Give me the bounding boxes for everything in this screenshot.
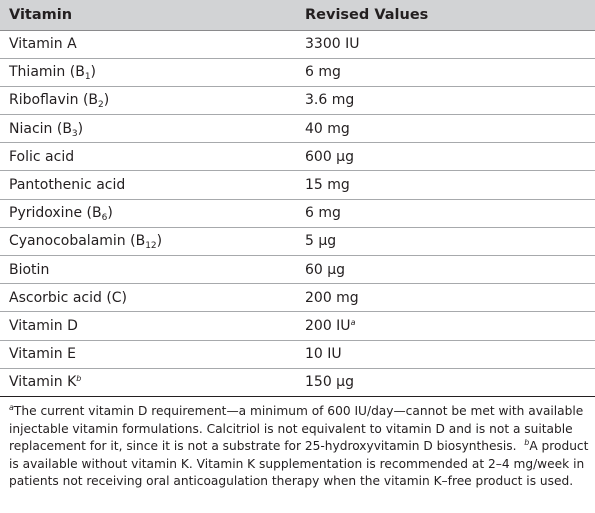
vitamin-table: Vitamin Revised Values Vitamin A 3300 IU T… <box>0 0 595 397</box>
vitamin-name-cell: Pantothenic acid <box>0 170 295 200</box>
vitamin-name-suffix: ) <box>103 92 110 109</box>
footnote-text: aThe current vitamin D requirement—a min… <box>9 403 589 491</box>
footnote-reference: b <box>76 374 82 384</box>
vitamin-name: Ascorbic acid (C) <box>9 289 128 306</box>
vitamin-name-cell: Vitamin A <box>0 30 295 59</box>
revised-value: 600 µg <box>305 148 354 165</box>
footnote-b-text: A product is available without vitamin K… <box>9 439 589 488</box>
footnote-a-mark: a <box>9 403 14 412</box>
revised-value-cell: 150 µg <box>295 368 595 397</box>
revised-value: 60 µg <box>305 261 346 278</box>
table-row: Vitamin Kb 150 µg <box>0 368 595 397</box>
table-row: Riboflavin (B2) 3.6 mg <box>0 86 595 116</box>
vitamin-name: Vitamin E <box>9 346 76 363</box>
table-row: Vitamin E 10 IU <box>0 340 595 369</box>
table-row: Vitamin D 200 IUa <box>0 311 595 341</box>
revised-value-cell: 60 µg <box>295 255 595 285</box>
table-row: Pyridoxine (B6) 6 mg <box>0 199 595 228</box>
vitamin-name-cell: Vitamin D <box>0 311 295 341</box>
vitamin-name: Vitamin K <box>9 374 77 391</box>
revised-value-cell: 6 mg <box>295 58 595 87</box>
vitamin-name-cell: Riboflavin (B2) <box>0 86 295 116</box>
vitamin-name: Cyanocobalamin (B <box>9 233 146 250</box>
revised-value-cell: 5 µg <box>295 227 595 257</box>
table-body: Vitamin A 3300 IU Thiamin (B1) 6 mg Riboflav… <box>0 30 595 397</box>
vitamin-name: Riboflavin (B <box>9 92 99 109</box>
vitamin-name-suffix: ) <box>156 233 163 250</box>
vitamin-subscript: 3 <box>71 128 78 139</box>
table-footnotes: aThe current vitamin D requirement—a min… <box>9 403 589 491</box>
table-row: Folic acid 600 µg <box>0 142 595 172</box>
revised-value: 200 mg <box>305 289 359 306</box>
revised-value: 5 µg <box>305 233 337 250</box>
vitamin-subscript: 12 <box>145 241 157 252</box>
vitamin-name-cell: Cyanocobalamin (B12) <box>0 227 295 257</box>
table-row: Cyanocobalamin (B12) 5 µg <box>0 227 595 257</box>
revised-value: 15 mg <box>305 177 350 194</box>
revised-value: 3.6 mg <box>305 92 355 109</box>
vitamin-subscript: 2 <box>98 100 104 111</box>
revised-value: 10 IU <box>305 346 342 363</box>
vitamin-name-cell: Biotin <box>0 255 295 285</box>
revised-value-cell: 3.6 mg <box>295 86 595 116</box>
revised-value: 150 µg <box>305 374 354 391</box>
table-header-row: Vitamin Revised Values <box>0 0 595 31</box>
vitamin-name-cell: Vitamin Kb <box>0 368 295 397</box>
revised-value: 6 mg <box>305 64 341 81</box>
table-row: Ascorbic acid (C) 200 mg <box>0 283 595 313</box>
table-row: Vitamin A 3300 IU <box>0 30 595 59</box>
vitamin-name: Pantothenic acid <box>9 177 126 194</box>
table-row: Niacin (B3) 40 mg <box>0 114 595 144</box>
footnote-reference: a <box>350 317 356 327</box>
footnote-b-mark: b <box>524 438 530 447</box>
revised-value-cell: 200 mg <box>295 283 595 313</box>
table-row: Biotin 60 µg <box>0 255 595 285</box>
revised-value-cell: 600 µg <box>295 142 595 172</box>
vitamin-name: Thiamin (B <box>9 64 85 81</box>
revised-value-cell: 3300 IU <box>295 30 595 59</box>
revised-value-cell: 10 IU <box>295 340 595 369</box>
vitamin-name: Vitamin D <box>9 317 78 334</box>
vitamin-name: Pyridoxine (B <box>9 205 102 222</box>
vitamin-name-suffix: ) <box>107 205 113 222</box>
vitamin-name-suffix: ) <box>77 120 84 137</box>
vitamin-name: Biotin <box>9 261 50 278</box>
table-row: Thiamin (B1) 6 mg <box>0 58 595 87</box>
vitamin-name: Folic acid <box>9 148 75 165</box>
header-vitamin: Vitamin <box>0 0 295 31</box>
revised-value: 3300 IU <box>305 36 360 53</box>
vitamin-subscript: 1 <box>84 72 91 83</box>
vitamin-name-cell: Vitamin E <box>0 340 295 369</box>
vitamin-name-cell: Thiamin (B1) <box>0 58 295 87</box>
vitamin-name: Vitamin A <box>9 36 77 53</box>
revised-value: 6 mg <box>305 205 341 222</box>
revised-value-cell: 200 IUa <box>295 311 595 341</box>
table-row: Pantothenic acid 15 mg <box>0 170 595 200</box>
footnote-a-text: The current vitamin D requirement—a mini… <box>9 404 584 453</box>
revised-value: 200 IU <box>305 317 351 334</box>
vitamin-name-cell: Folic acid <box>0 142 295 172</box>
revised-value-cell: 6 mg <box>295 199 595 228</box>
vitamin-subscript: 6 <box>101 213 108 224</box>
vitamin-name-cell: Ascorbic acid (C) <box>0 283 295 313</box>
vitamin-name: Niacin (B <box>9 120 72 137</box>
vitamin-name-cell: Pyridoxine (B6) <box>0 199 295 228</box>
vitamin-name-cell: Niacin (B3) <box>0 114 295 144</box>
revised-value-cell: 40 mg <box>295 114 595 144</box>
revised-value-cell: 15 mg <box>295 170 595 200</box>
vitamin-name-suffix: ) <box>90 64 97 81</box>
revised-value: 40 mg <box>305 120 350 137</box>
header-revised-values: Revised Values <box>295 0 595 31</box>
